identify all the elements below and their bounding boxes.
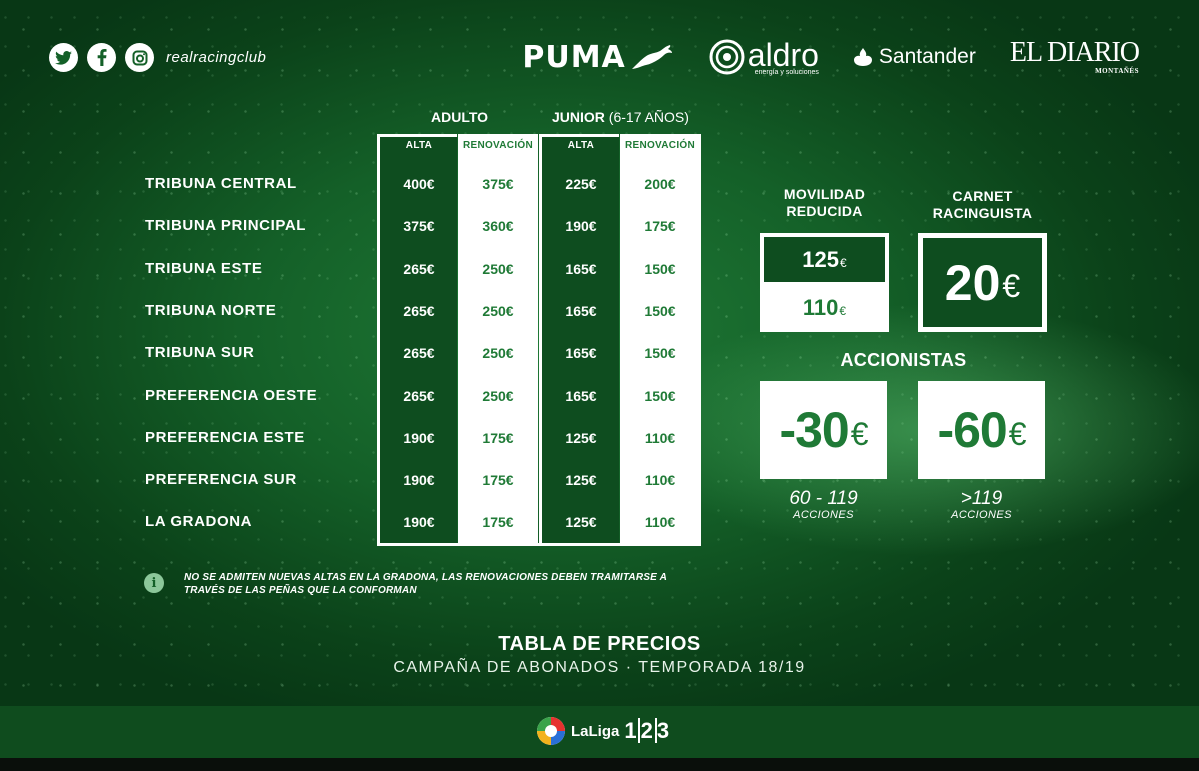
price-cell: 225€ xyxy=(565,176,597,192)
price-cell: 375€ xyxy=(482,176,514,192)
twitter-icon[interactable] xyxy=(49,43,78,72)
price-cell: 375€ xyxy=(403,218,435,234)
price-cell: 400€ xyxy=(403,176,435,192)
row-label: LA GRADONA xyxy=(145,513,253,530)
row-label: TRIBUNA NORTE xyxy=(145,302,277,319)
accionistas-title: ACCIONISTAS xyxy=(840,350,967,370)
price-cell: 110€ xyxy=(644,430,676,446)
puma-cat-icon xyxy=(631,45,672,69)
page-title: TABLA DE PRECIOS xyxy=(498,633,701,655)
group-junior: JUNIOR (6-17 AÑOS) xyxy=(552,109,689,125)
facebook-icon[interactable] xyxy=(87,43,116,72)
price-cell: 250€ xyxy=(482,388,514,404)
price-cell: 125€ xyxy=(565,472,597,488)
row-label: TRIBUNA ESTE xyxy=(145,260,263,277)
instagram-icon[interactable] xyxy=(125,43,154,72)
price-cell: 125€ xyxy=(565,430,597,446)
price-cell: 125€ xyxy=(565,514,597,530)
info-icon: i xyxy=(144,573,164,593)
social-links: realracingclub xyxy=(49,43,266,72)
carnet-title: CARNET RACINGUISTA xyxy=(932,188,1033,221)
price-cell: 150€ xyxy=(644,303,676,319)
price-cell: 265€ xyxy=(403,388,435,404)
price-cell: 265€ xyxy=(403,345,435,361)
price-cell: 110€ xyxy=(644,514,676,530)
col-head-junior-alta: ALTA xyxy=(567,140,595,151)
gradona-note: NO SE ADMITEN NUEVAS ALTAS EN LA GRADONA… xyxy=(184,572,667,596)
carnet-price: 20 € xyxy=(923,238,1042,327)
price-cell: 190€ xyxy=(403,472,435,488)
col-head-junior-renovacion: RENOVACIÓN xyxy=(624,140,696,151)
price-cell: 165€ xyxy=(565,303,597,319)
movilidad-title: MOVILIDAD REDUCIDA xyxy=(783,186,866,219)
aldro-logo: aldro energía y soluciones xyxy=(708,38,819,76)
column-adult-renovacion xyxy=(458,134,538,546)
bottom-strip xyxy=(0,758,1199,771)
accionistas-discount-2: -60 € xyxy=(918,381,1045,479)
col-head-adult-renovacion: RENOVACIÓN xyxy=(462,140,534,151)
price-cell: 190€ xyxy=(403,430,435,446)
price-cell: 190€ xyxy=(403,514,435,530)
price-cell: 175€ xyxy=(482,472,514,488)
price-cell: 175€ xyxy=(482,430,514,446)
row-label: PREFERENCIA ESTE xyxy=(145,429,305,446)
laliga-name: LaLiga xyxy=(571,722,620,740)
row-label: PREFERENCIA OESTE xyxy=(145,387,318,404)
price-cell: 150€ xyxy=(644,388,676,404)
movilidad-price-bottom: 110 € xyxy=(802,294,847,320)
price-cell: 250€ xyxy=(482,345,514,361)
column-junior-renovacion xyxy=(620,134,700,546)
row-label: TRIBUNA PRINCIPAL xyxy=(145,217,307,234)
row-label: TRIBUNA CENTRAL xyxy=(145,175,297,192)
group-adult: ADULTO xyxy=(431,109,489,125)
row-label: PREFERENCIA SUR xyxy=(145,471,297,488)
price-cell: 200€ xyxy=(644,176,676,192)
price-cell: 250€ xyxy=(482,261,514,277)
accionistas-range-1: 60 - 119 ACCIONES xyxy=(789,488,858,522)
price-cell: 190€ xyxy=(565,218,597,234)
santander-flame-icon xyxy=(853,48,872,66)
price-cell: 165€ xyxy=(565,261,597,277)
el-diario-logo: EL DIARIO MONTAÑÉS xyxy=(1009,37,1140,76)
price-cell: 165€ xyxy=(565,345,597,361)
column-adult-alta xyxy=(377,134,457,546)
price-cell: 175€ xyxy=(644,218,676,234)
carnet-box: 20 € xyxy=(918,233,1047,332)
price-cell: 265€ xyxy=(403,261,435,277)
santander-logo: Santander xyxy=(853,45,976,69)
price-cell: 250€ xyxy=(482,303,514,319)
price-cell: 265€ xyxy=(403,303,435,319)
movilidad-box: 125 € 110 € xyxy=(760,233,889,332)
bottom-bar xyxy=(0,706,1199,758)
price-cell: 150€ xyxy=(644,345,676,361)
price-cell: 110€ xyxy=(644,472,676,488)
price-cell: 165€ xyxy=(565,388,597,404)
row-label: TRIBUNA SUR xyxy=(145,344,255,361)
sponsor-logos: PUMA aldro energía y soluciones Santande… xyxy=(522,37,1140,76)
price-cell: 360€ xyxy=(482,218,514,234)
price-cell: 150€ xyxy=(644,261,676,277)
social-handle[interactable]: realracingclub xyxy=(166,49,267,66)
accionistas-discount-1: -30 € xyxy=(760,381,887,479)
accionistas-range-2: >119 ACCIONES xyxy=(951,488,1012,522)
col-head-adult-alta: ALTA xyxy=(405,140,433,151)
page-subtitle: CAMPAÑA DE ABONADOS · TEMPORADA 18/19 xyxy=(393,659,806,676)
laliga-ball-icon xyxy=(537,717,565,745)
price-cell: 175€ xyxy=(482,514,514,530)
movilidad-price-top: 125 € xyxy=(764,237,885,282)
puma-logo: PUMA xyxy=(522,40,673,75)
aldro-swirl-icon xyxy=(709,39,745,75)
